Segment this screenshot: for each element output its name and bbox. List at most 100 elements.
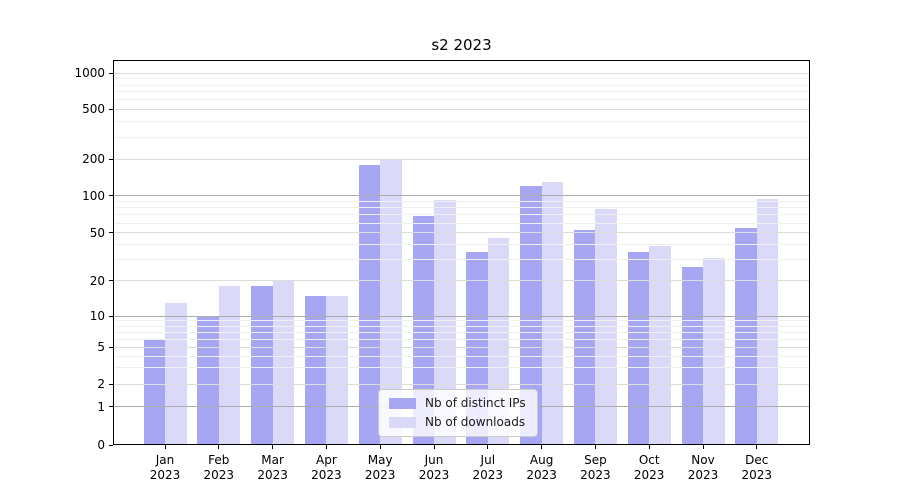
legend-item-downloads: Nb of downloads	[389, 415, 526, 429]
legend-label-distinct-ips: Nb of distinct IPs	[425, 396, 526, 410]
bar-downloads	[272, 281, 295, 445]
x-tick-month: Aug	[529, 453, 554, 467]
x-tick-month: Jun	[424, 453, 444, 467]
gridline-light	[113, 280, 810, 282]
x-tick-mark	[218, 445, 220, 449]
x-tick-label: Aug 2023	[510, 453, 574, 483]
x-tick-mark	[756, 445, 758, 449]
x-tick-month: May	[367, 453, 393, 467]
bar-downloads	[703, 257, 725, 445]
x-tick-month: Dec	[745, 453, 769, 467]
x-tick-year: 2023	[364, 468, 396, 482]
y-tick-mark	[109, 280, 113, 282]
gridline-light	[113, 346, 810, 348]
gridline-light	[113, 383, 810, 385]
gridline-minor	[113, 78, 810, 80]
bar-distinct-ips	[251, 286, 273, 445]
bar-distinct-ips	[358, 164, 381, 445]
x-tick-mark	[379, 445, 381, 449]
x-tick-month: Sep	[584, 453, 607, 467]
bar-downloads	[218, 286, 241, 445]
x-tick-year: 2023	[203, 468, 235, 482]
gridline-minor	[113, 355, 810, 357]
gridline-minor	[113, 201, 810, 203]
bar-distinct-ips	[304, 295, 327, 445]
chart-title: s2 2023	[431, 36, 492, 54]
x-tick-label: Nov 2023	[671, 453, 735, 483]
gridline-minor	[113, 325, 810, 327]
legend-swatch-distinct-ips	[389, 397, 416, 409]
x-tick-label: Jan 2023	[133, 453, 197, 483]
x-tick-year: 2023	[257, 468, 288, 482]
bar-distinct-ips	[412, 216, 434, 445]
x-tick-mark	[541, 445, 543, 449]
x-tick-label: Apr 2023	[294, 453, 358, 483]
y-tick-mark	[109, 406, 113, 407]
x-tick-month: Oct	[638, 453, 660, 467]
y-tick-label: 1000	[74, 66, 105, 81]
legend: Nb of distinct IPs Nb of downloads	[378, 389, 538, 437]
y-tick-mark	[109, 315, 113, 317]
gridline-minor	[113, 320, 810, 322]
y-tick-label: 1	[97, 399, 105, 414]
y-tick-label: 5	[97, 340, 105, 355]
gridline-minor	[113, 136, 810, 138]
bar-downloads	[595, 209, 617, 445]
y-tick-mark	[109, 383, 113, 385]
gridline-minor	[113, 222, 810, 224]
y-tick-label: 0	[97, 438, 105, 452]
x-tick-year: 2023	[687, 468, 719, 482]
x-tick-mark	[164, 445, 166, 449]
y-tick-mark	[109, 444, 113, 446]
x-tick-mark	[325, 445, 327, 449]
x-tick-label: Mar 2023	[241, 453, 305, 483]
plot-area: Nb of distinct IPs Nb of downloads	[113, 60, 810, 445]
gridline-minor	[113, 338, 810, 340]
gridline-minor	[113, 331, 810, 333]
x-tick-year: 2023	[418, 468, 450, 482]
legend-label-downloads: Nb of downloads	[425, 415, 526, 429]
x-tick-label: Jun 2023	[402, 453, 466, 483]
bar-downloads	[756, 198, 779, 445]
y-tick-label: 200	[82, 152, 105, 167]
x-tick-year: 2023	[741, 468, 773, 482]
bar-downloads	[380, 159, 402, 445]
x-tick-year: 2023	[633, 468, 665, 482]
x-tick-year: 2023	[526, 468, 557, 482]
bar-downloads	[649, 245, 671, 445]
x-tick-label: Jul 2023	[456, 453, 520, 483]
bar-distinct-ips	[735, 227, 757, 445]
y-tick-mark	[109, 72, 113, 74]
x-tick-label: May 2023	[348, 453, 412, 483]
y-tick-label: 500	[82, 102, 105, 117]
gridline-light	[113, 232, 810, 234]
bar-downloads	[541, 182, 564, 445]
gridline-light	[113, 108, 810, 110]
gridline-minor	[113, 214, 810, 216]
bar-downloads	[165, 302, 187, 445]
gridline-minor	[113, 99, 810, 101]
x-tick-label: Sep 2023	[563, 453, 627, 483]
x-tick-mark	[594, 445, 596, 449]
x-tick-mark	[487, 445, 489, 449]
x-tick-month: Jan	[155, 453, 175, 467]
x-tick-label: Oct 2023	[617, 453, 681, 483]
x-tick-mark	[702, 445, 704, 449]
x-tick-label: Feb 2023	[187, 453, 251, 483]
x-tick-label: Dec 2023	[725, 453, 789, 483]
x-tick-year: 2023	[472, 468, 504, 482]
gridline-major	[113, 195, 810, 197]
y-tick-label: 10	[89, 309, 105, 324]
bar-distinct-ips	[573, 229, 596, 445]
gridline-light	[113, 158, 810, 160]
gridline-light	[113, 72, 810, 74]
legend-item-distinct-ips: Nb of distinct IPs	[389, 396, 526, 410]
bar-downloads	[326, 295, 348, 445]
gridline-minor	[113, 259, 810, 261]
x-tick-year: 2023	[149, 468, 181, 482]
bar-distinct-ips	[627, 251, 650, 445]
y-tick-label: 2	[97, 377, 105, 392]
x-tick-month: Jul	[480, 453, 496, 467]
y-tick-mark	[109, 346, 113, 348]
